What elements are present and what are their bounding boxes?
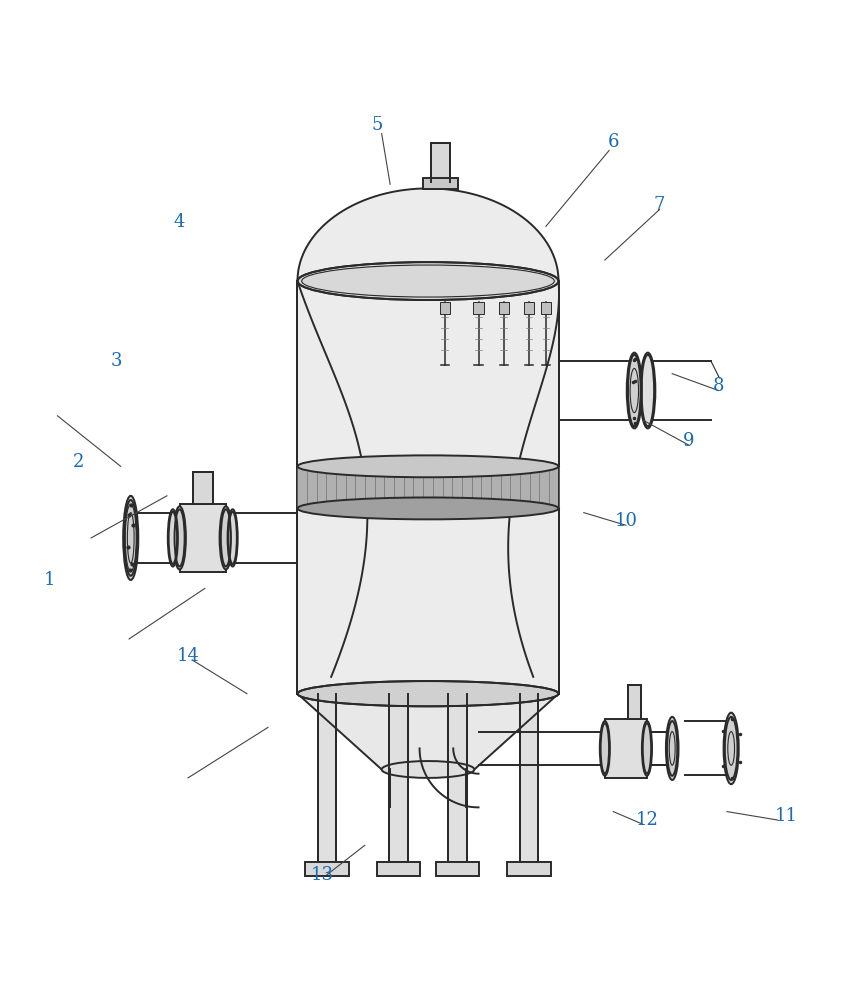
- Bar: [507, 862, 551, 876]
- Bar: [440, 302, 450, 314]
- Bar: [605, 719, 647, 778]
- Bar: [436, 862, 479, 876]
- Ellipse shape: [298, 262, 558, 300]
- Bar: [520, 694, 538, 862]
- Ellipse shape: [382, 761, 474, 778]
- Bar: [473, 302, 484, 314]
- Bar: [298, 466, 558, 508]
- Text: 8: 8: [713, 377, 724, 395]
- Bar: [524, 302, 534, 314]
- Text: 9: 9: [683, 432, 695, 450]
- Bar: [499, 302, 508, 314]
- Text: 12: 12: [635, 811, 658, 829]
- Ellipse shape: [600, 721, 609, 776]
- Text: 1: 1: [44, 571, 55, 589]
- Ellipse shape: [123, 496, 139, 580]
- Text: 11: 11: [775, 807, 798, 825]
- Ellipse shape: [642, 721, 652, 776]
- Text: 5: 5: [372, 116, 383, 134]
- Bar: [541, 302, 551, 314]
- Text: 6: 6: [608, 133, 619, 151]
- Text: 14: 14: [176, 647, 199, 665]
- Ellipse shape: [298, 455, 558, 477]
- Ellipse shape: [228, 509, 238, 567]
- Ellipse shape: [640, 353, 656, 428]
- Ellipse shape: [168, 509, 178, 567]
- Bar: [449, 694, 467, 862]
- Bar: [627, 685, 641, 719]
- Text: 4: 4: [174, 213, 185, 231]
- Bar: [305, 862, 349, 876]
- Bar: [318, 694, 336, 862]
- Bar: [298, 281, 558, 694]
- Ellipse shape: [298, 681, 558, 706]
- Bar: [423, 178, 458, 189]
- Text: 13: 13: [312, 866, 334, 884]
- Bar: [377, 862, 420, 876]
- Text: 10: 10: [615, 512, 638, 530]
- Ellipse shape: [298, 497, 558, 519]
- Bar: [180, 504, 226, 572]
- Ellipse shape: [723, 713, 739, 784]
- Text: 2: 2: [73, 453, 84, 471]
- Ellipse shape: [173, 506, 186, 569]
- Text: 3: 3: [110, 352, 122, 370]
- Bar: [389, 694, 407, 862]
- Ellipse shape: [220, 506, 232, 569]
- Ellipse shape: [627, 353, 642, 428]
- Bar: [193, 472, 213, 504]
- Polygon shape: [298, 694, 558, 769]
- Ellipse shape: [666, 717, 679, 780]
- Polygon shape: [298, 188, 558, 281]
- Bar: [431, 143, 450, 182]
- Text: 7: 7: [654, 196, 665, 214]
